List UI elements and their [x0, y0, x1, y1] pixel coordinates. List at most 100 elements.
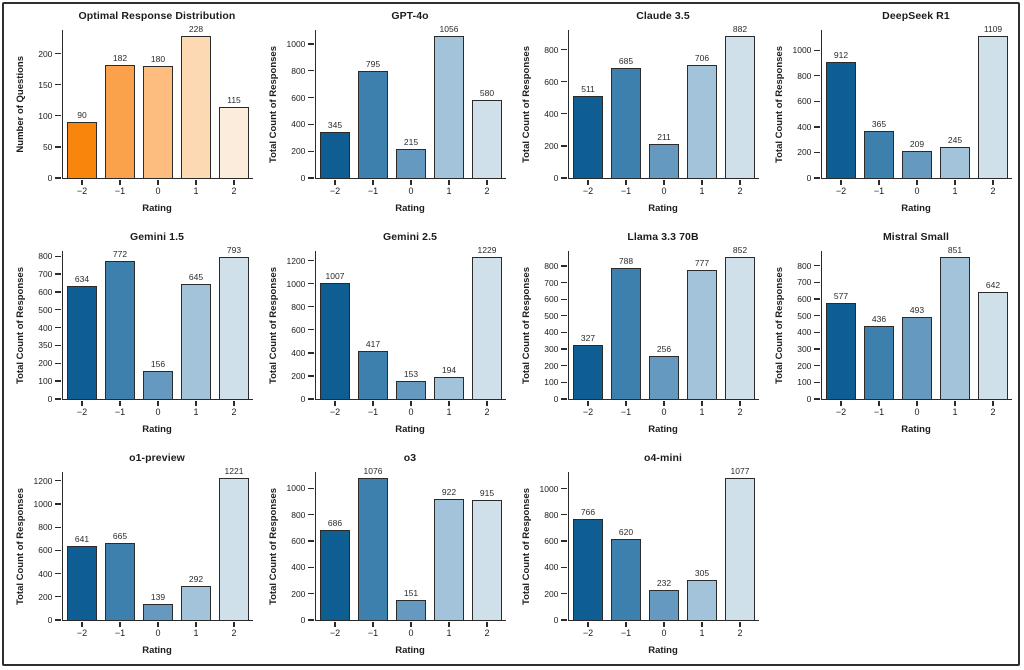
y-tick-label: 0 — [806, 173, 812, 183]
x-tick-mark — [334, 179, 336, 185]
x-tick-mark — [878, 400, 880, 406]
bar-value-label: 1056 — [439, 24, 459, 35]
y-tick-label: 600 — [544, 76, 559, 87]
y-tick-mark — [308, 375, 315, 377]
bar-value-label: 772 — [112, 249, 128, 260]
x-axis-label: Rating — [901, 203, 931, 214]
x-tick-mark — [878, 179, 880, 185]
y-tick-mark — [308, 513, 315, 516]
y-tick-mark — [308, 352, 315, 354]
y-axis-label-text: Total Count of Responses — [268, 266, 279, 384]
y-tick-label: 700 — [38, 269, 53, 280]
bar — [724, 36, 756, 178]
y-tick-mark — [814, 151, 821, 154]
bar — [319, 131, 351, 178]
bar-value-label: 151 — [403, 588, 419, 599]
y-tick-label: 200 — [291, 588, 306, 599]
bar-value-label: 90 — [77, 110, 87, 121]
x-tick-label: 0 — [408, 407, 414, 417]
plot-area: 0 200 400 600 800 1000 1200 641 −2 665 −1 139 0 292 1 1… — [33, 466, 253, 638]
bar-value-label: 156 — [150, 359, 166, 370]
y-tick-mark — [55, 380, 62, 382]
x-tick-label: −1 — [620, 628, 632, 638]
bar — [180, 586, 212, 620]
bar-value-label: 641 — [74, 533, 90, 544]
y-tick-label: 200 — [544, 140, 559, 151]
y-tick-label: 1200 — [33, 475, 53, 486]
y-tick-label: 600 — [38, 545, 53, 556]
y-tick-mark — [561, 298, 568, 300]
y-axis-label-text: Total Count of Responses — [521, 487, 532, 605]
chart-gemini-2-5: Gemini 2.5 Total Count of Responses 0 200 40… — [261, 225, 514, 446]
x-tick-label: −1 — [367, 407, 379, 417]
chart-title: o4-mini — [643, 452, 683, 464]
y-tick-mark — [561, 315, 568, 317]
x-tick-label: 2 — [484, 407, 490, 417]
y-tick-mark — [814, 49, 821, 51]
x-tick-label: −1 — [620, 186, 632, 196]
bar-value-label: 345 — [327, 119, 343, 130]
y-tick-mark — [55, 549, 62, 552]
x-tick-label: 1 — [699, 407, 705, 417]
bar — [319, 529, 351, 620]
chart-title: Gemini 2.5 — [382, 231, 438, 243]
bar — [939, 257, 971, 399]
plot-area: 0 100 200 300 400 500 600 700 800 577 −2 436 −1 493 0 8… — [797, 245, 1012, 417]
chart-title: Gemini 1.5 — [129, 231, 185, 243]
x-tick-mark — [625, 400, 627, 406]
y-tick-mark — [561, 177, 568, 179]
bar — [901, 316, 933, 399]
x-tick-mark — [157, 621, 159, 627]
y-axis-label: Total Count of Responses — [520, 472, 533, 620]
y-tick-label: 800 — [797, 260, 812, 271]
x-tick-mark — [195, 179, 197, 185]
x-tick-mark — [840, 400, 842, 406]
x-tick-label: 1 — [446, 186, 452, 196]
y-tick-label: 600 — [544, 536, 559, 547]
y-tick-label: 800 — [544, 44, 559, 55]
bar — [180, 36, 212, 178]
chart-title: Optimal Response Distribution — [78, 10, 236, 22]
x-tick-label: −1 — [114, 186, 126, 196]
plot-area: 0 100 200 300 400 500 600 700 800 327 −2 788 −1 256 0 7… — [544, 245, 759, 417]
bar-value-label: 1077 — [730, 466, 750, 477]
x-tick-label: 0 — [661, 186, 667, 196]
y-axis-label: Total Count of Responses — [267, 472, 280, 620]
y-tick-mark — [55, 309, 62, 311]
y-tick-label: 350 — [38, 340, 53, 351]
bar-value-label: 645 — [188, 271, 204, 282]
x-tick-label: −1 — [873, 186, 885, 196]
y-tick-label: 0 — [553, 394, 559, 404]
bar — [648, 589, 680, 620]
y-tick-mark — [55, 480, 62, 482]
y-tick-label: 200 — [544, 360, 559, 371]
bar — [686, 579, 718, 620]
y-tick-mark — [55, 84, 62, 86]
y-tick-label: 800 — [544, 260, 559, 271]
y-axis-label-text: Total Count of Responses — [268, 487, 279, 605]
x-tick-label: 2 — [990, 186, 996, 196]
y-tick-label: 0 — [300, 394, 306, 404]
y-tick-label: 600 — [544, 294, 559, 305]
bar — [610, 267, 642, 399]
y-tick-mark — [308, 398, 315, 400]
x-tick-label: −1 — [367, 628, 379, 638]
x-tick-mark — [486, 621, 488, 627]
y-axis-label-text: Total Count of Responses — [774, 45, 785, 163]
bar — [863, 326, 895, 399]
y-tick-label: 400 — [544, 562, 559, 573]
x-tick-label: 0 — [155, 628, 161, 638]
y-tick-label: 400 — [291, 562, 306, 573]
y-tick-mark — [561, 113, 568, 115]
y-tick-mark — [561, 514, 568, 516]
y-tick-label: 600 — [797, 294, 812, 305]
chart-llama-3-3-70b: Llama 3.3 70B Total Count of Responses 0 10… — [514, 225, 767, 446]
y-tick-mark — [55, 326, 62, 329]
x-tick-mark — [81, 179, 83, 185]
bar — [572, 95, 604, 178]
y-tick-label: 300 — [797, 344, 812, 355]
bar-value-label: 139 — [150, 591, 166, 602]
y-tick-mark — [814, 281, 821, 284]
bar-value-label: 194 — [441, 364, 457, 375]
x-tick-mark — [663, 621, 665, 627]
